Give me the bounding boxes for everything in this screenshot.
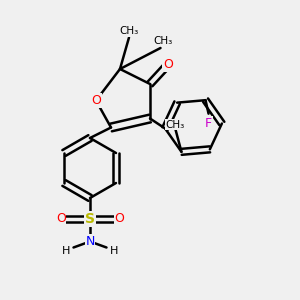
Text: CH₃: CH₃: [119, 26, 139, 37]
Text: O: O: [91, 94, 101, 107]
Text: H: H: [62, 245, 70, 256]
Text: H: H: [110, 245, 118, 256]
Text: O: O: [163, 58, 173, 71]
Text: N: N: [85, 235, 95, 248]
Text: CH₃: CH₃: [154, 35, 173, 46]
Text: F: F: [205, 117, 212, 130]
Text: S: S: [85, 212, 95, 226]
Text: CH₃: CH₃: [166, 120, 185, 130]
Text: O: O: [114, 212, 124, 226]
Text: O: O: [56, 212, 66, 226]
